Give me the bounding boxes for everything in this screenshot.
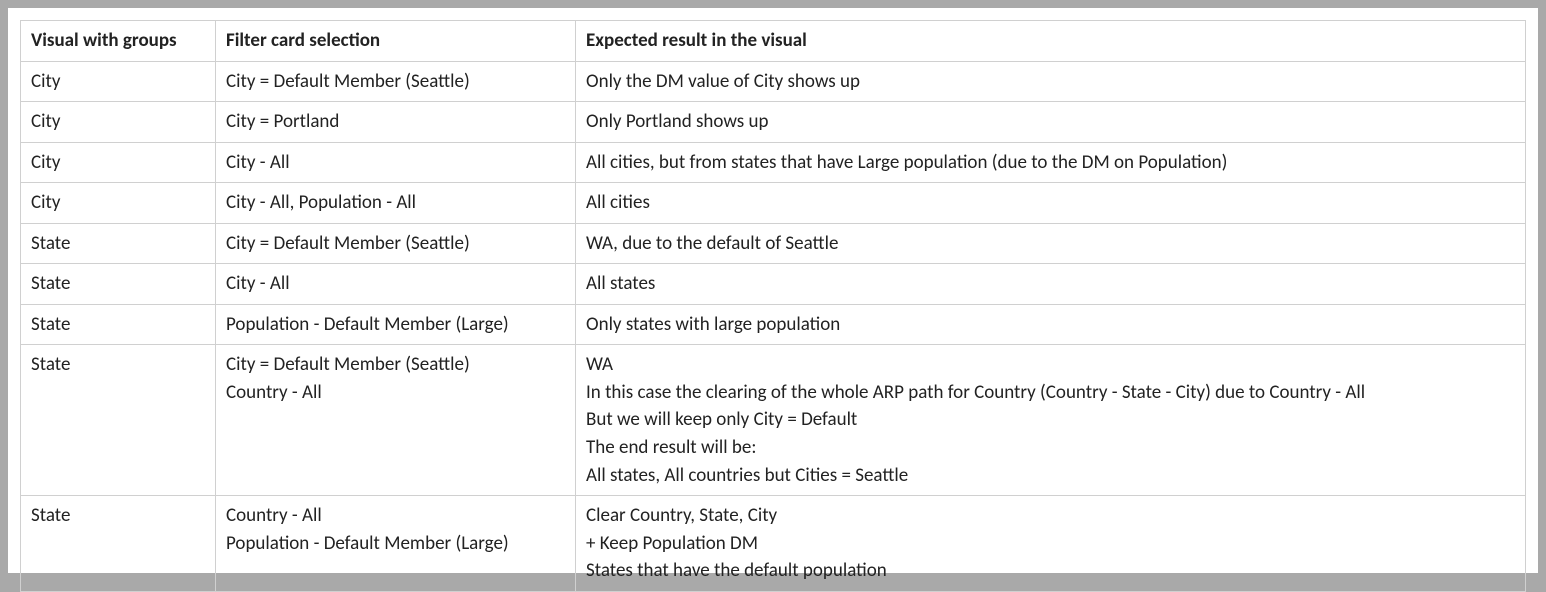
table-body: City City = Default Member (Seattle) Onl… bbox=[21, 61, 1526, 591]
cell-visual: State bbox=[21, 223, 216, 264]
cell-filter: City = Default Member (Seattle) bbox=[216, 61, 576, 102]
column-header-filter: Filter card selection bbox=[216, 21, 576, 62]
table-row: City City - All, Population - All All ci… bbox=[21, 183, 1526, 224]
cell-visual: City bbox=[21, 142, 216, 183]
page-content: Visual with groups Filter card selection… bbox=[8, 8, 1538, 573]
cell-visual: City bbox=[21, 61, 216, 102]
table-row: State Country - All Population - Default… bbox=[21, 496, 1526, 592]
cell-result: All states bbox=[576, 264, 1526, 305]
table-row: City City = Default Member (Seattle) Onl… bbox=[21, 61, 1526, 102]
cell-filter: Population - Default Member (Large) bbox=[216, 304, 576, 345]
page-frame: Visual with groups Filter card selection… bbox=[0, 0, 1546, 581]
table-row: City City - All All cities, but from sta… bbox=[21, 142, 1526, 183]
cell-visual: City bbox=[21, 183, 216, 224]
cell-filter: City = Default Member (Seattle) Country … bbox=[216, 345, 576, 496]
cell-filter: City = Default Member (Seattle) bbox=[216, 223, 576, 264]
column-header-result: Expected result in the visual bbox=[576, 21, 1526, 62]
table-row: State Population - Default Member (Large… bbox=[21, 304, 1526, 345]
cell-result: Clear Country, State, City + Keep Popula… bbox=[576, 496, 1526, 592]
cell-result: All cities, but from states that have La… bbox=[576, 142, 1526, 183]
table-row: State City = Default Member (Seattle) WA… bbox=[21, 223, 1526, 264]
cell-result: Only Portland shows up bbox=[576, 102, 1526, 143]
cell-filter: City = Portland bbox=[216, 102, 576, 143]
table-row: City City = Portland Only Portland shows… bbox=[21, 102, 1526, 143]
cell-filter: City - All bbox=[216, 264, 576, 305]
default-member-table: Visual with groups Filter card selection… bbox=[20, 20, 1526, 592]
cell-result: WA, due to the default of Seattle bbox=[576, 223, 1526, 264]
cell-filter: Country - All Population - Default Membe… bbox=[216, 496, 576, 592]
table-header-row: Visual with groups Filter card selection… bbox=[21, 21, 1526, 62]
column-header-visual: Visual with groups bbox=[21, 21, 216, 62]
table-row: State City - All All states bbox=[21, 264, 1526, 305]
cell-filter: City - All bbox=[216, 142, 576, 183]
cell-visual: State bbox=[21, 345, 216, 496]
cell-visual: State bbox=[21, 496, 216, 592]
cell-visual: State bbox=[21, 304, 216, 345]
cell-result: All cities bbox=[576, 183, 1526, 224]
cell-result: Only states with large population bbox=[576, 304, 1526, 345]
cell-visual: State bbox=[21, 264, 216, 305]
cell-result: WA In this case the clearing of the whol… bbox=[576, 345, 1526, 496]
cell-filter: City - All, Population - All bbox=[216, 183, 576, 224]
cell-result: Only the DM value of City shows up bbox=[576, 61, 1526, 102]
cell-visual: City bbox=[21, 102, 216, 143]
table-row: State City = Default Member (Seattle) Co… bbox=[21, 345, 1526, 496]
